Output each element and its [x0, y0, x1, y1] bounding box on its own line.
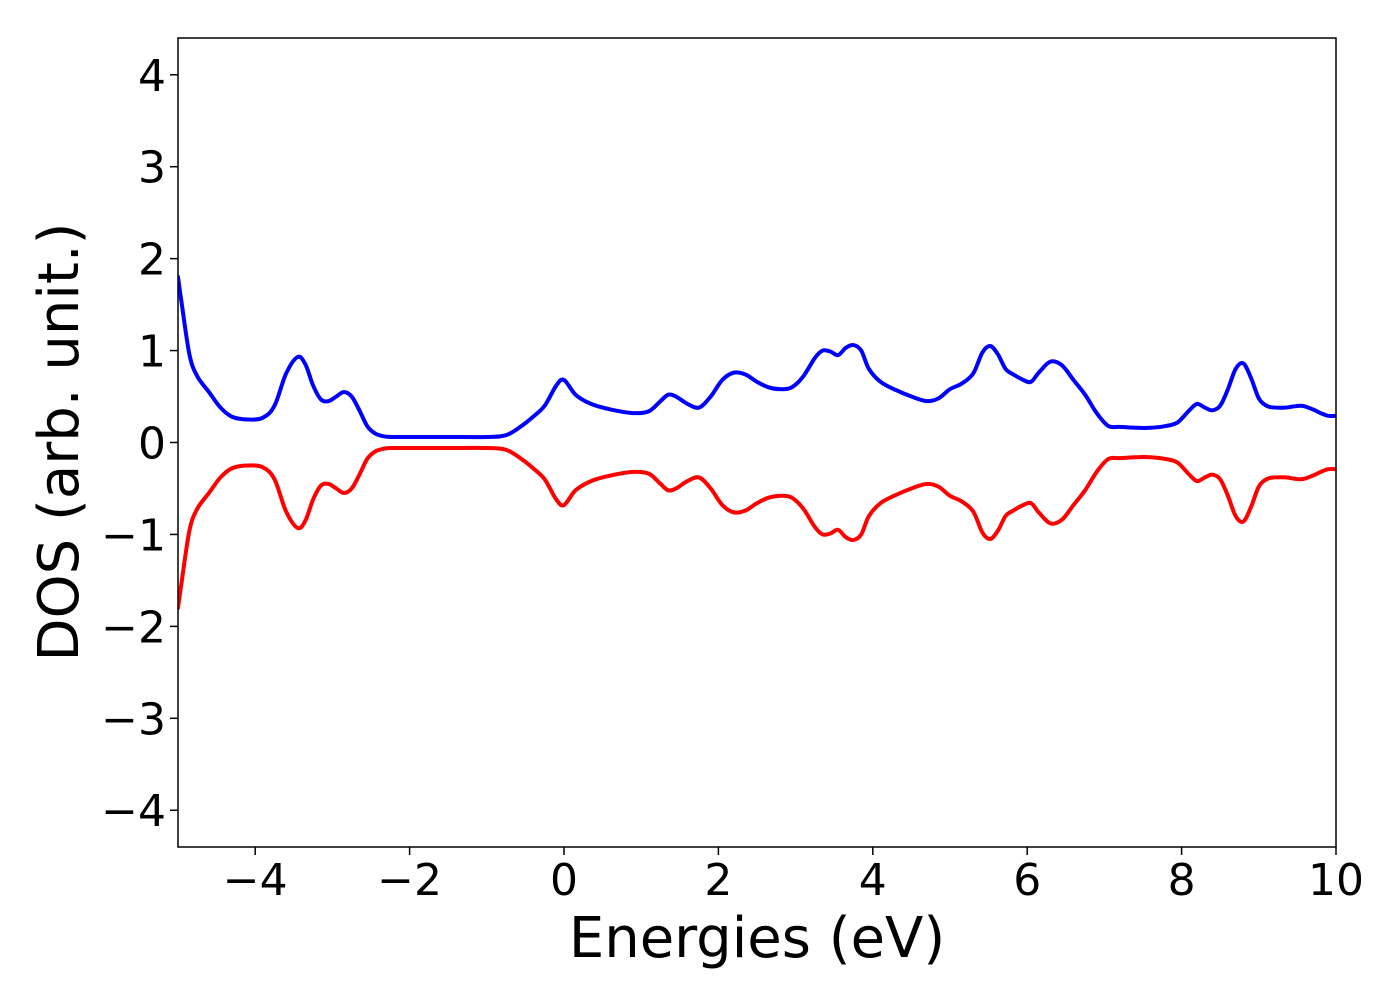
y-axis: 4 3 2 1 0 −1 −2 −3 −4 [101, 51, 178, 837]
y-axis-label: DOS (arb. unit.) [27, 222, 92, 661]
x-tick-label: −4 [223, 855, 288, 906]
plot-frame [177, 37, 1337, 848]
x-tick-label: 2 [704, 855, 732, 906]
dos-spin-up-line [178, 275, 1336, 440]
dos-spin-down-line [178, 445, 1336, 610]
y-tick-label: 3 [138, 143, 166, 194]
x-tick-label: 10 [1308, 855, 1364, 906]
x-axis: −4 −2 0 2 4 6 8 10 [223, 847, 1364, 906]
y-tick-label: 4 [138, 51, 166, 102]
x-tick-label: 0 [550, 855, 578, 906]
x-tick-label: 6 [1013, 855, 1041, 906]
y-tick-label: −1 [101, 510, 166, 561]
y-tick-label: −3 [101, 694, 166, 745]
y-tick-label: −2 [101, 602, 166, 653]
y-tick-label: 1 [138, 327, 166, 378]
x-axis-label: Energies (eV) [569, 906, 945, 971]
x-tick-label: −2 [377, 855, 442, 906]
y-tick-label: 2 [138, 235, 166, 286]
x-tick-label: 8 [1168, 855, 1196, 906]
series-layer [178, 275, 1336, 610]
y-tick-label: 0 [138, 419, 166, 470]
x-tick-label: 4 [859, 855, 887, 906]
y-tick-label: −4 [101, 786, 166, 837]
